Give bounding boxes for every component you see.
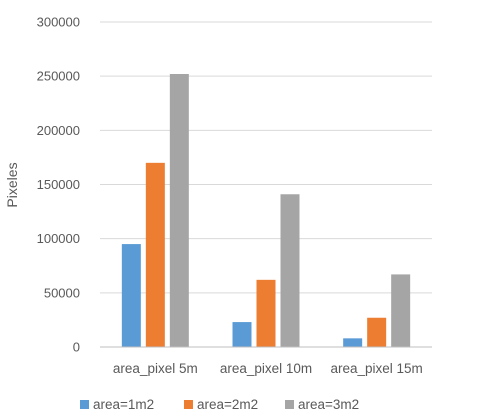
y-tick-label: 100000 — [37, 231, 80, 246]
bar — [145, 162, 165, 347]
bar — [391, 274, 411, 347]
y-axis-label: Pixeles — [4, 162, 20, 207]
y-tick-label: 150000 — [37, 177, 80, 192]
y-tick-label: 250000 — [37, 69, 80, 84]
y-axis-ticks: 0 50000 100000 150000 200000 250000 300000 — [37, 15, 80, 355]
legend-label: area=2m2 — [197, 397, 258, 412]
y-tick-label: 50000 — [44, 285, 80, 300]
legend-item: area=2m2 — [184, 397, 258, 412]
legend: area=1m2 area=2m2 area=3m2 — [80, 397, 359, 412]
legend-swatch — [285, 400, 294, 409]
legend-item: area=3m2 — [285, 397, 359, 412]
x-category-label: area_pixel 10m — [220, 361, 312, 376]
y-tick-label: 300000 — [37, 15, 80, 30]
bar — [232, 322, 252, 347]
bar — [169, 74, 189, 347]
y-tick-label: 0 — [73, 340, 80, 355]
bars — [121, 74, 411, 347]
bar — [343, 338, 363, 347]
x-category-label: area_pixel 5m — [113, 361, 198, 376]
bar — [367, 317, 387, 347]
legend-swatch — [80, 400, 89, 409]
bar — [256, 279, 276, 347]
x-category-label: area_pixel 15m — [331, 361, 423, 376]
legend-item: area=1m2 — [80, 397, 154, 412]
x-axis-categories: area_pixel 5m area_pixel 10m area_pixel 15… — [113, 361, 423, 376]
bar — [121, 244, 141, 347]
bar — [280, 194, 300, 347]
y-tick-label: 200000 — [37, 123, 80, 138]
legend-label: area=1m2 — [93, 397, 154, 412]
legend-swatch — [184, 400, 193, 409]
legend-label: area=3m2 — [298, 397, 359, 412]
